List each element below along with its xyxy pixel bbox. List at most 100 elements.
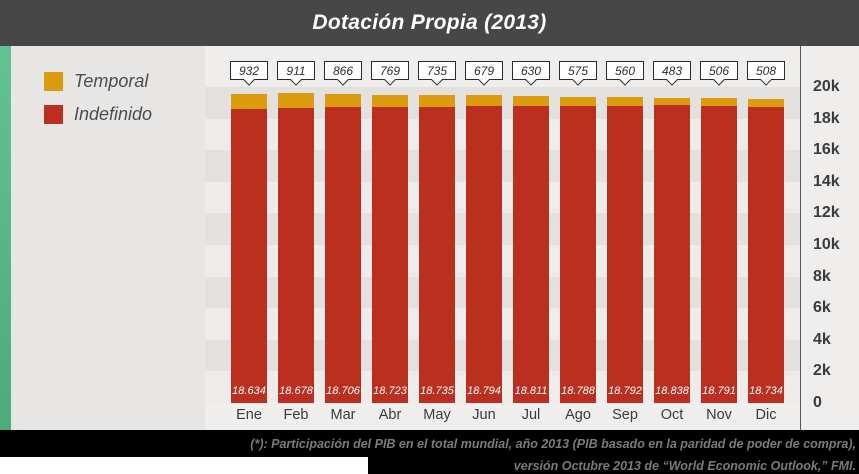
bar-callout: 506 <box>700 61 738 86</box>
bar-segment-temporal-Oct[interactable] <box>654 97 690 106</box>
bar-value-label: 18.792 <box>608 385 642 397</box>
y-axis-tick-10k: 10k <box>813 236 840 253</box>
x-axis-label-Ago: Ago <box>565 407 591 423</box>
bar-value-label: 18.723 <box>373 385 407 397</box>
y-axis-tick-12k: 12k <box>813 204 840 222</box>
bar-segment-temporal-Ene[interactable] <box>231 93 267 109</box>
footnote-block: versión Octubre 2013 de “World Economic … <box>368 457 859 474</box>
bar-segment-temporal-Jul[interactable] <box>513 95 549 106</box>
x-axis-label-Abr: Abr <box>378 407 402 423</box>
footnote-line-2: versión Octubre 2013 de “World Economic … <box>513 458 856 473</box>
bar-segment-indefinido-May[interactable] <box>419 106 455 403</box>
bar-segment-indefinido-Feb[interactable] <box>278 107 314 403</box>
bar-segment-temporal-Mar[interactable] <box>325 93 361 108</box>
bar-segment-temporal-Feb[interactable] <box>278 93 314 108</box>
x-axis-label-Mar: Mar <box>330 407 356 423</box>
callout-pointer-icon <box>524 74 537 86</box>
temporal-swatch-icon <box>44 72 63 91</box>
bar-segment-temporal-Abr[interactable] <box>372 95 408 108</box>
callout-pointer-icon <box>336 74 349 86</box>
bar-segment-indefinido-Sep[interactable] <box>607 106 643 403</box>
bar-callout: 911 <box>277 61 315 86</box>
bar-value-label: 18.838 <box>655 385 689 397</box>
bar-callout: 769 <box>371 61 409 86</box>
y-axis: 0 2k 4k 6k 8k 10k 12k 14k 16k 18k 20k <box>800 46 859 430</box>
callout-pointer-icon <box>665 74 678 86</box>
bar-segment-indefinido-Jun[interactable] <box>466 106 502 403</box>
bar-segment-temporal-Jun[interactable] <box>466 95 502 107</box>
bar-value-label: 18.634 <box>232 385 266 397</box>
bar-segment-indefinido-Mar[interactable] <box>325 107 361 403</box>
x-axis-label-Sep: Sep <box>612 407 638 423</box>
footnote-bar: (*): Participación del PIB en el total m… <box>0 430 859 457</box>
x-axis-label-Oct: Oct <box>660 407 684 423</box>
callout-pointer-icon <box>289 74 302 86</box>
bar-value-label: 18.794 <box>467 385 501 397</box>
callout-pointer-icon <box>430 74 443 86</box>
y-axis-tick-6k: 6k <box>813 299 831 317</box>
bar-value-label: 18.734 <box>749 385 783 397</box>
callout-pointer-icon <box>571 74 584 86</box>
legend-item-indefinido[interactable]: Indefinido <box>44 104 152 125</box>
bar-value-label: 18.678 <box>279 385 313 397</box>
bar-callout: 560 <box>606 61 644 86</box>
bar-callout: 735 <box>418 61 456 86</box>
callout-pointer-icon <box>383 74 396 86</box>
bar-callout: 866 <box>324 61 362 86</box>
bar-segment-indefinido-Ago[interactable] <box>560 106 596 403</box>
y-axis-tick-4k: 4k <box>813 330 831 348</box>
x-axis-label-Dic: Dic <box>755 407 777 423</box>
x-axis-label-Jul: Jul <box>521 407 541 423</box>
chart-header: Dotación Propia (2013) <box>0 0 859 46</box>
callout-pointer-icon <box>477 74 490 86</box>
y-axis-tick-8k: 8k <box>813 267 831 285</box>
bar-value-label: 18.791 <box>702 385 736 397</box>
footnote-line-1: (*): Participación del PIB en el total m… <box>250 436 856 451</box>
bar-value-label: 18.706 <box>326 385 360 397</box>
bar-segment-indefinido-Oct[interactable] <box>654 105 690 403</box>
plot-area: 18.634 932 Ene 18.678 911 Feb 18.706 866 Mar 18.7… <box>205 46 800 430</box>
callout-pointer-icon <box>712 74 725 86</box>
legend-label-indefinido: Indefinido <box>74 104 153 124</box>
y-axis-tick-20k: 20k <box>813 78 840 95</box>
indefinido-swatch-icon <box>44 105 63 124</box>
y-axis-tick-2k: 2k <box>813 362 831 380</box>
bar-segment-indefinido-Jul[interactable] <box>513 105 549 403</box>
bar-callout: 630 <box>512 61 550 86</box>
x-axis-label-Nov: Nov <box>706 407 732 423</box>
bar-callout: 508 <box>747 61 785 86</box>
x-axis-label-Feb: Feb <box>283 407 309 423</box>
bar-segment-temporal-Sep[interactable] <box>607 97 643 107</box>
y-axis-tick-16k: 16k <box>813 141 840 159</box>
bar-segment-indefinido-Ene[interactable] <box>231 108 267 403</box>
y-axis-tick-18k: 18k <box>813 109 840 127</box>
x-axis-row <box>205 404 800 430</box>
bar-segment-temporal-Dic[interactable] <box>748 98 784 107</box>
bar-segment-indefinido-Abr[interactable] <box>372 107 408 403</box>
x-axis-label-May: May <box>423 407 451 423</box>
callout-pointer-icon <box>618 74 631 86</box>
callout-pointer-icon <box>759 74 772 86</box>
accent-strip <box>0 46 11 430</box>
legend-panel: Temporal Indefinido <box>11 46 205 430</box>
bar-segment-indefinido-Nov[interactable] <box>701 106 737 403</box>
bar-callout: 575 <box>559 61 597 86</box>
legend-label-temporal: Temporal <box>74 71 149 91</box>
bar-callout: 679 <box>465 61 503 86</box>
legend-item-temporal[interactable]: Temporal <box>44 71 148 92</box>
x-axis-label-Ene: Ene <box>236 407 262 423</box>
bar-value-label: 18.735 <box>420 385 454 397</box>
x-axis-label-Jun: Jun <box>472 407 496 423</box>
bar-segment-indefinido-Dic[interactable] <box>748 107 784 403</box>
bar-callout: 483 <box>653 61 691 86</box>
bar-callout: 932 <box>230 61 268 86</box>
y-axis-tick-0: 0 <box>813 394 822 411</box>
chart-title: Dotación Propia (2013) <box>312 11 547 34</box>
bar-value-label: 18.811 <box>514 385 548 397</box>
chart-body: Temporal Indefinido 18.634 932 Ene 18.678 91… <box>0 46 859 430</box>
bar-segment-temporal-Ago[interactable] <box>560 97 596 107</box>
y-axis-tick-14k: 14k <box>813 172 840 190</box>
bar-segment-temporal-May[interactable] <box>419 95 455 107</box>
bar-segment-temporal-Nov[interactable] <box>701 98 737 107</box>
